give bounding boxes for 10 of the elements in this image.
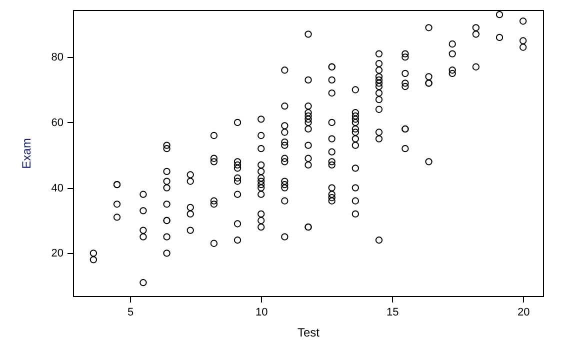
- y-axis-title: Exam: [19, 138, 34, 169]
- y-tick-label: 20: [51, 248, 64, 260]
- x-axis-title: Test: [297, 326, 320, 340]
- y-tick-label: 80: [51, 52, 64, 64]
- x-tick-label: 5: [128, 306, 134, 318]
- y-tick-label: 60: [51, 116, 64, 129]
- y-tick-label: 40: [51, 182, 64, 194]
- x-tick-label: 15: [386, 306, 399, 318]
- x-tick-label: 10: [255, 306, 268, 318]
- x-tick-label: 20: [517, 306, 530, 318]
